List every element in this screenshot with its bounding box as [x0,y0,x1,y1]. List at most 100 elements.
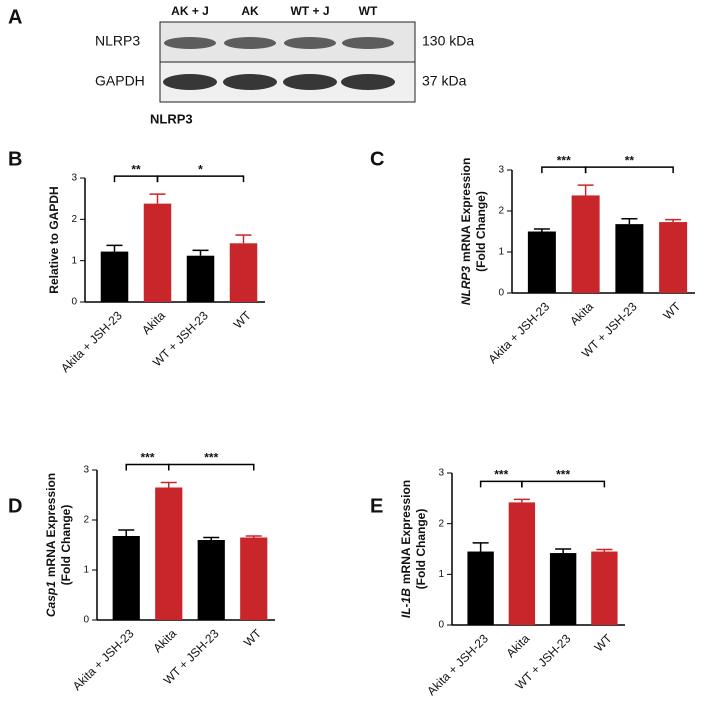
panel-letter: B [8,148,22,170]
bar [155,487,183,620]
panel-letter: C [370,148,384,170]
y-tick-label: 0 [438,620,444,631]
x-tick-label: WT [241,626,265,650]
y-axis-label-part: (Fold Change) [414,509,428,590]
x-tick-label: Akita + JSH-23 [70,626,137,693]
lane-label: WT + J [290,4,329,18]
bar [508,502,536,625]
y-tick-label: 1 [498,247,504,258]
significance-label: ** [131,162,141,176]
y-axis-label-part: NLRP3 [459,266,473,306]
x-tick-label: Akita [567,299,596,328]
blot-band [223,74,277,90]
significance-label: * [198,162,203,176]
significance-label: *** [140,451,154,465]
chart-panel: C 0 1 2 3 NLRP3 mRNA Expression (Fold Change) Ak… [370,148,695,366]
error-bar [149,193,166,204]
y-axis-label: Relative to GAPDH [47,186,61,293]
x-tick-label: WT [592,631,616,655]
blot-band [163,74,217,90]
blot-panel: A NLRP3 [8,6,416,126]
y-axis-label: NLRP3 mRNA Expression [459,158,473,306]
bar [615,224,644,293]
bar [549,553,577,625]
error-bar [577,184,594,196]
blot-band [283,74,337,90]
panel-letter: D [8,495,22,517]
y-tick-label: 2 [71,214,77,225]
y-axis-label-part: (Fold Change) [59,505,73,586]
y-tick-label: 2 [438,518,444,529]
protein-label: NLRP3 [95,33,140,49]
significance-label: *** [557,153,571,167]
chart-panel: B 0 1 2 3 Relative to GAPDH Akita + JSH-23 Akit… [8,148,265,375]
y-axis-label-part: (Fold Change) [474,191,488,272]
x-tick-label: Akita [150,626,179,655]
y-tick-label: 1 [83,565,89,576]
bar [591,551,618,625]
size-label: 130 kDa [422,33,474,49]
lane-label: WT [359,4,378,18]
significance-bracket [113,175,159,183]
lane-label: AK + J [171,4,209,18]
error-bar [555,548,572,554]
panel-letter: A [8,6,22,28]
x-tick-label: Akita [139,308,168,337]
y-axis-label-part: mRNA Expression [44,473,58,577]
y-axis-label: IL-1B mRNA Expression [399,480,413,618]
y-tick-label: 0 [71,297,77,308]
lane-label: AK [241,4,259,18]
y-tick-label: 1 [71,255,77,266]
bar [100,251,129,302]
blot-band [224,37,276,49]
bar [229,243,258,302]
protein-label: GAPDH [95,73,145,89]
chart-panel: D 0 1 2 3 Casp1 mRNA Expression (Fold Change) Ak… [8,451,275,693]
blot-caption: NLRP3 [150,111,193,126]
bar [197,540,225,620]
significance-bracket [479,480,523,488]
error-bar [621,218,638,225]
panel-letter: E [370,495,383,517]
bar [467,551,494,625]
y-tick-label: 0 [498,288,504,299]
bar [186,255,215,302]
x-tick-label: WT [660,299,684,323]
significance-bracket [168,463,255,471]
size-label: 37 kDa [422,73,467,89]
y-tick-label: 3 [83,465,89,476]
x-tick-label: Akita [503,631,532,660]
blot-band [164,37,216,49]
error-bar [513,498,530,503]
y-axis-label-part: mRNA Expression [399,480,413,584]
y-tick-label: 3 [498,165,504,176]
significance-bracket [541,166,587,174]
bar [571,195,600,293]
significance-bracket [584,166,674,174]
y-axis-label: (Fold Change) [59,505,73,586]
y-axis-label-part: Casp1 [44,581,58,617]
error-bar [118,529,135,536]
significance-label: *** [556,468,570,482]
y-tick-label: 1 [438,569,444,580]
bar [527,231,556,293]
blot-band [284,37,336,49]
error-bar [160,481,177,488]
x-tick-label: Akita + JSH-23 [486,299,553,366]
y-axis-label: (Fold Change) [474,191,488,272]
y-tick-label: 2 [498,206,504,217]
bar [143,203,172,302]
significance-label: *** [494,468,508,482]
x-tick-label: Akita + JSH-23 [58,308,125,375]
bar [659,222,688,293]
blot-band [342,37,394,49]
error-bar [665,218,682,223]
y-axis-label-part: IL-1B [399,588,413,618]
y-tick-label: 2 [83,515,89,526]
y-axis-label-part: mRNA Expression [459,158,473,262]
error-bar [596,548,613,552]
y-tick-label: 0 [83,615,89,626]
x-tick-label: Akita + JSH-23 [424,631,491,698]
y-axis-label: (Fold Change) [414,509,428,590]
